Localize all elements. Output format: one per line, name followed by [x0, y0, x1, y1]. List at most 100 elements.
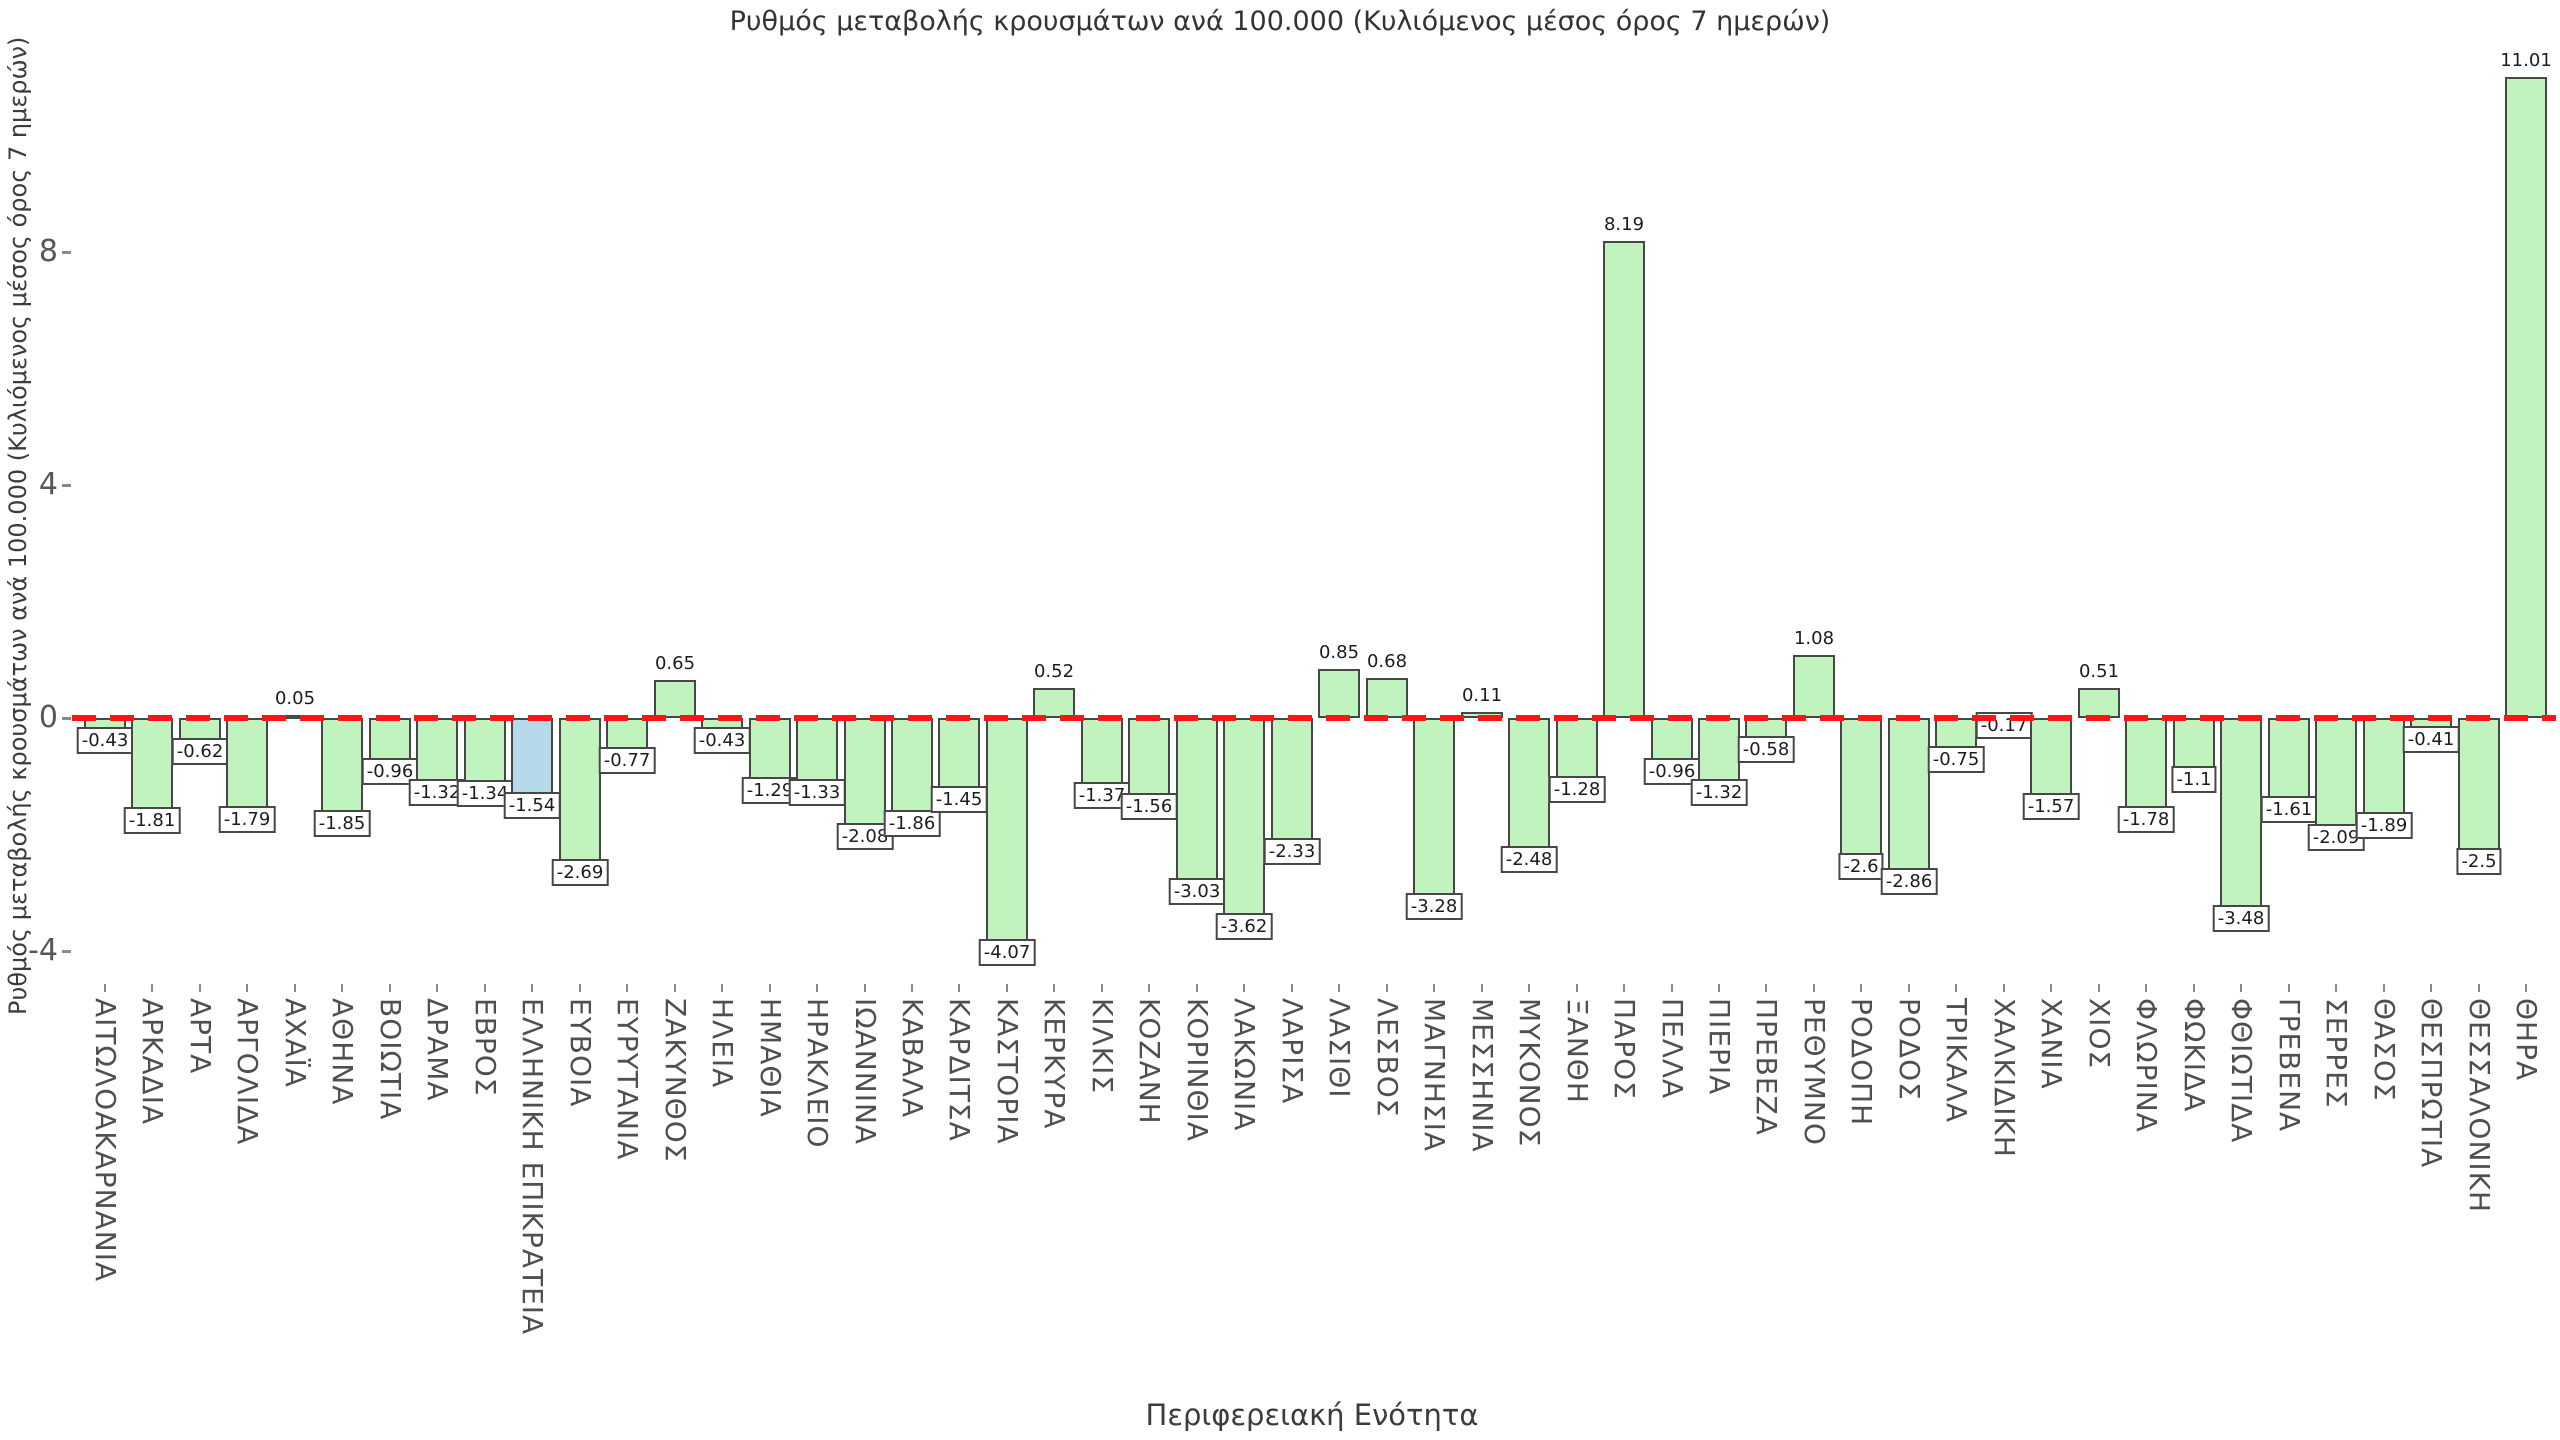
y-tick-label: 0 [38, 700, 58, 735]
x-tick-mark [1955, 984, 1957, 992]
x-tick-label: ΚΙΛΚΙΣ [1086, 998, 1119, 1095]
bar-value-label: -1.32 [408, 779, 466, 806]
x-tick-label: ΘΗΡΑ [2510, 998, 2543, 1082]
x-tick-mark [2240, 984, 2242, 992]
x-tick-label: ΜΑΓΝΗΣΙΑ [1418, 998, 1451, 1153]
x-tick-mark [1860, 984, 1862, 992]
bar [1840, 718, 1882, 869]
x-tick-label: ΞΑΝΘΗ [1561, 998, 1594, 1104]
x-tick-label: ΠΡΕΒΕΖΑ [1750, 998, 1783, 1136]
x-tick-label: ΤΡΙΚΑΛΑ [1940, 998, 1973, 1124]
x-tick-mark [2383, 984, 2385, 992]
x-axis-title: Περιφερειακή Ενότητα [1145, 1398, 1479, 1432]
bar-value-label: -1.86 [883, 810, 941, 837]
x-tick-mark [2145, 984, 2147, 992]
bar-value-label: 1.08 [1793, 628, 1835, 649]
x-tick-label: ΑΧΑΪΑ [279, 998, 312, 1088]
x-tick-label: ΘΕΣΣΑΛΟΝΙΚΗ [2463, 998, 2496, 1214]
bar-value-label: -1.1 [2171, 766, 2217, 793]
y-tick-label: -4 [28, 932, 58, 968]
x-tick-mark [2003, 984, 2005, 992]
bar-value-label: -3.48 [2212, 905, 2270, 932]
bar [2363, 718, 2405, 828]
x-tick-mark [531, 984, 533, 992]
bar-value-label: -1.89 [2355, 812, 2413, 839]
bar-value-label: -0.96 [1643, 758, 1701, 785]
bar [1603, 241, 1645, 718]
bar [1793, 655, 1835, 718]
x-tick-mark [769, 984, 771, 992]
x-tick-mark [1243, 984, 1245, 992]
x-tick-label: ΦΘΙΩΤΙΔΑ [2225, 998, 2258, 1144]
bar-value-label: -2.69 [551, 859, 609, 886]
bar [226, 718, 268, 822]
bar [1508, 718, 1550, 862]
bar-value-label: -1.79 [218, 806, 276, 833]
x-tick-mark [484, 984, 486, 992]
y-tick-mark [62, 484, 71, 488]
y-tick-mark [62, 717, 71, 720]
x-tick-mark [864, 984, 866, 992]
bar [1223, 718, 1265, 929]
x-tick-mark [1813, 984, 1815, 992]
x-tick-mark [1006, 984, 1008, 992]
bar [559, 718, 601, 875]
x-tick-mark [911, 984, 913, 992]
x-tick-label: ΗΜΑΘΙΑ [754, 998, 787, 1118]
bar-value-label: -0.62 [171, 738, 229, 765]
x-tick-label: ΗΡΑΚΛΕΙΟ [801, 998, 834, 1149]
x-tick-mark [816, 984, 818, 992]
x-tick-mark [1576, 984, 1578, 992]
y-tick-mark [62, 949, 71, 953]
x-tick-mark [1623, 984, 1625, 992]
x-tick-label: ΒΟΙΩΤΙΑ [374, 998, 407, 1121]
x-tick-label: ΕΛΛΗΝΙΚΗ ΕΠΙΚΡΑΤΕΙΑ [516, 998, 549, 1336]
x-tick-mark [2098, 984, 2100, 992]
zero-baseline [72, 715, 2556, 721]
x-tick-mark [1196, 984, 1198, 992]
x-tick-mark [1148, 984, 1150, 992]
x-tick-mark [294, 984, 296, 992]
y-tick-label: 4 [38, 467, 58, 503]
bar-value-label: -1.33 [788, 779, 846, 806]
bar-value-label: -3.03 [1168, 878, 1226, 905]
x-tick-label: ΜΕΣΣΗΝΙΑ [1466, 998, 1499, 1153]
x-tick-label: ΔΡΑΜΑ [421, 998, 454, 1102]
bar [1888, 718, 1930, 884]
bar-value-label: -3.62 [1215, 913, 1273, 940]
bar [2078, 688, 2120, 718]
bar [1176, 718, 1218, 894]
x-tick-mark [389, 984, 391, 992]
bar-value-label: -2.48 [1500, 846, 1558, 873]
bar-value-label: -1.78 [2117, 806, 2175, 833]
bar [844, 718, 886, 839]
x-tick-mark [626, 984, 628, 992]
x-tick-label: ΓΡΕΒΕΝΑ [2273, 998, 2306, 1133]
x-tick-label: ΚΑΒΑΛΑ [896, 998, 929, 1119]
x-tick-label: ΛΑΡΙΣΑ [1276, 998, 1309, 1105]
bar-value-label: -2.86 [1880, 868, 1938, 895]
bar-value-label: -1.28 [1548, 776, 1606, 803]
bar-value-label: -0.77 [598, 747, 656, 774]
x-tick-label: ΑΘΗΝΑ [326, 998, 359, 1106]
bar-value-label: -4.07 [978, 939, 1036, 966]
x-tick-label: ΕΒΡΟΣ [469, 998, 502, 1097]
bar-value-label: 0.85 [1318, 642, 1360, 663]
x-tick-label: ΛΕΣΒΟΣ [1371, 998, 1404, 1118]
bar [1033, 688, 1075, 718]
bar [2315, 718, 2357, 840]
x-tick-label: ΡΕΘΥΜΝΟ [1798, 998, 1831, 1146]
x-tick-label: ΑΡΓΟΛΙΔΑ [231, 998, 264, 1146]
x-tick-mark [579, 984, 581, 992]
bar [1366, 678, 1408, 718]
x-tick-label: ΑΙΤΩΛΟΑΚΑΡΝΑΝΙΑ [89, 998, 122, 1283]
x-tick-label: ΧΙΟΣ [2083, 998, 2116, 1070]
bar-value-label: -1.54 [503, 792, 561, 819]
bar-value-label: -0.41 [2402, 726, 2460, 753]
x-tick-label: ΑΡΤΑ [184, 998, 217, 1075]
bar-value-label: -1.56 [1120, 793, 1178, 820]
x-tick-label: ΕΥΒΟΙΑ [564, 998, 597, 1108]
bar-value-label: -0.75 [1927, 746, 1985, 773]
x-tick-mark [1765, 984, 1767, 992]
